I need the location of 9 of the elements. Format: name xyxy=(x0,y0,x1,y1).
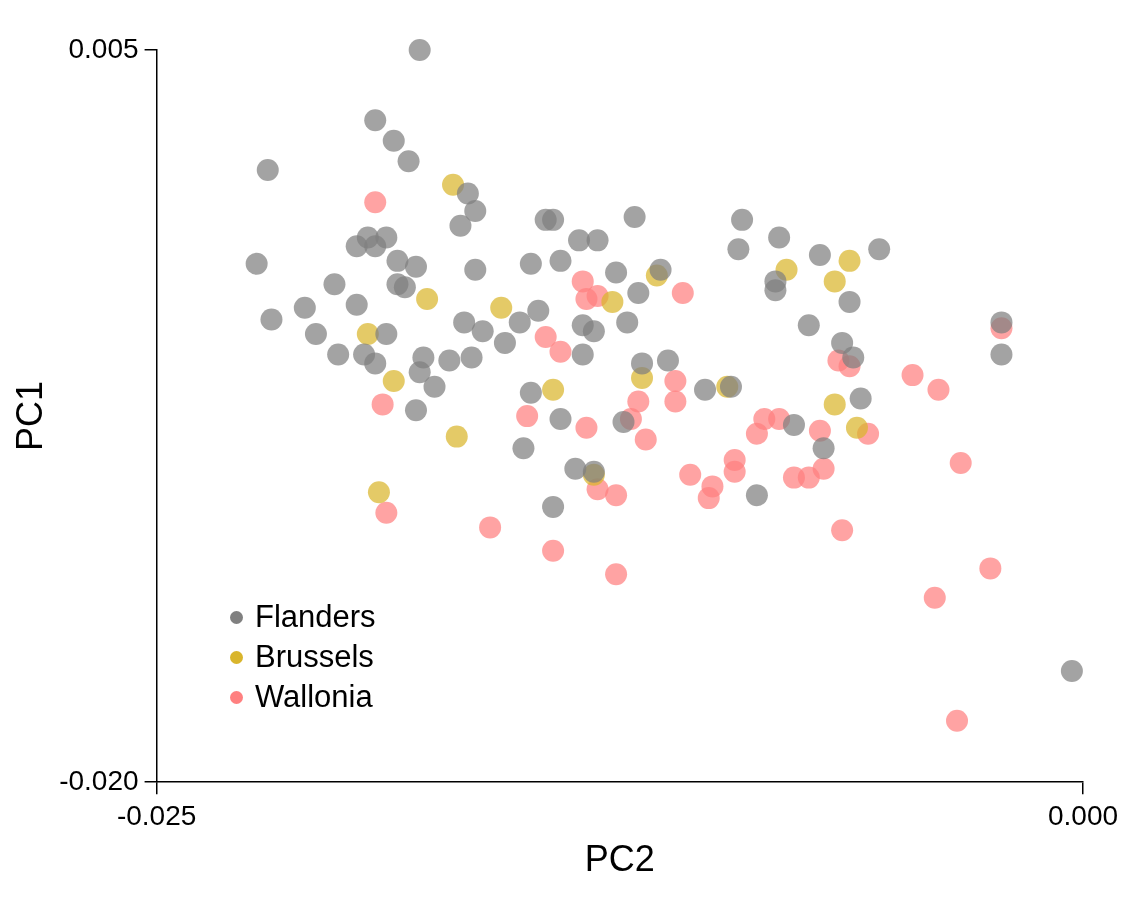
x-tick-label: 0.000 xyxy=(1047,799,1119,831)
legend-label: Flanders xyxy=(255,598,376,636)
legend-label: Wallonia xyxy=(255,678,373,716)
x-axis-title: PC2 xyxy=(584,838,655,880)
y-tick-label: -0.020 xyxy=(59,764,139,796)
y-axis-title: PC1 xyxy=(8,381,50,452)
x-tick-label: -0.025 xyxy=(116,799,197,831)
y-tick-label: 0.005 xyxy=(68,32,139,64)
legend-label: Brussels xyxy=(255,638,374,676)
